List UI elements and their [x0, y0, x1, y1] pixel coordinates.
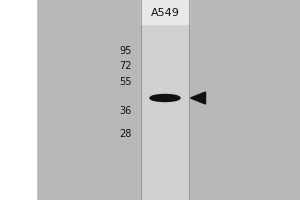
Text: 28: 28 [120, 129, 132, 139]
Ellipse shape [150, 95, 180, 102]
Bar [0, 0, 36, 200]
Text: 55: 55 [119, 77, 132, 87]
Text: A549: A549 [151, 8, 179, 18]
Bar [141, 0, 189, 24]
Polygon shape [190, 92, 206, 104]
Text: 36: 36 [120, 106, 132, 116]
Text: 95: 95 [120, 46, 132, 56]
Bar [141, 0, 189, 200]
Text: 72: 72 [119, 61, 132, 71]
